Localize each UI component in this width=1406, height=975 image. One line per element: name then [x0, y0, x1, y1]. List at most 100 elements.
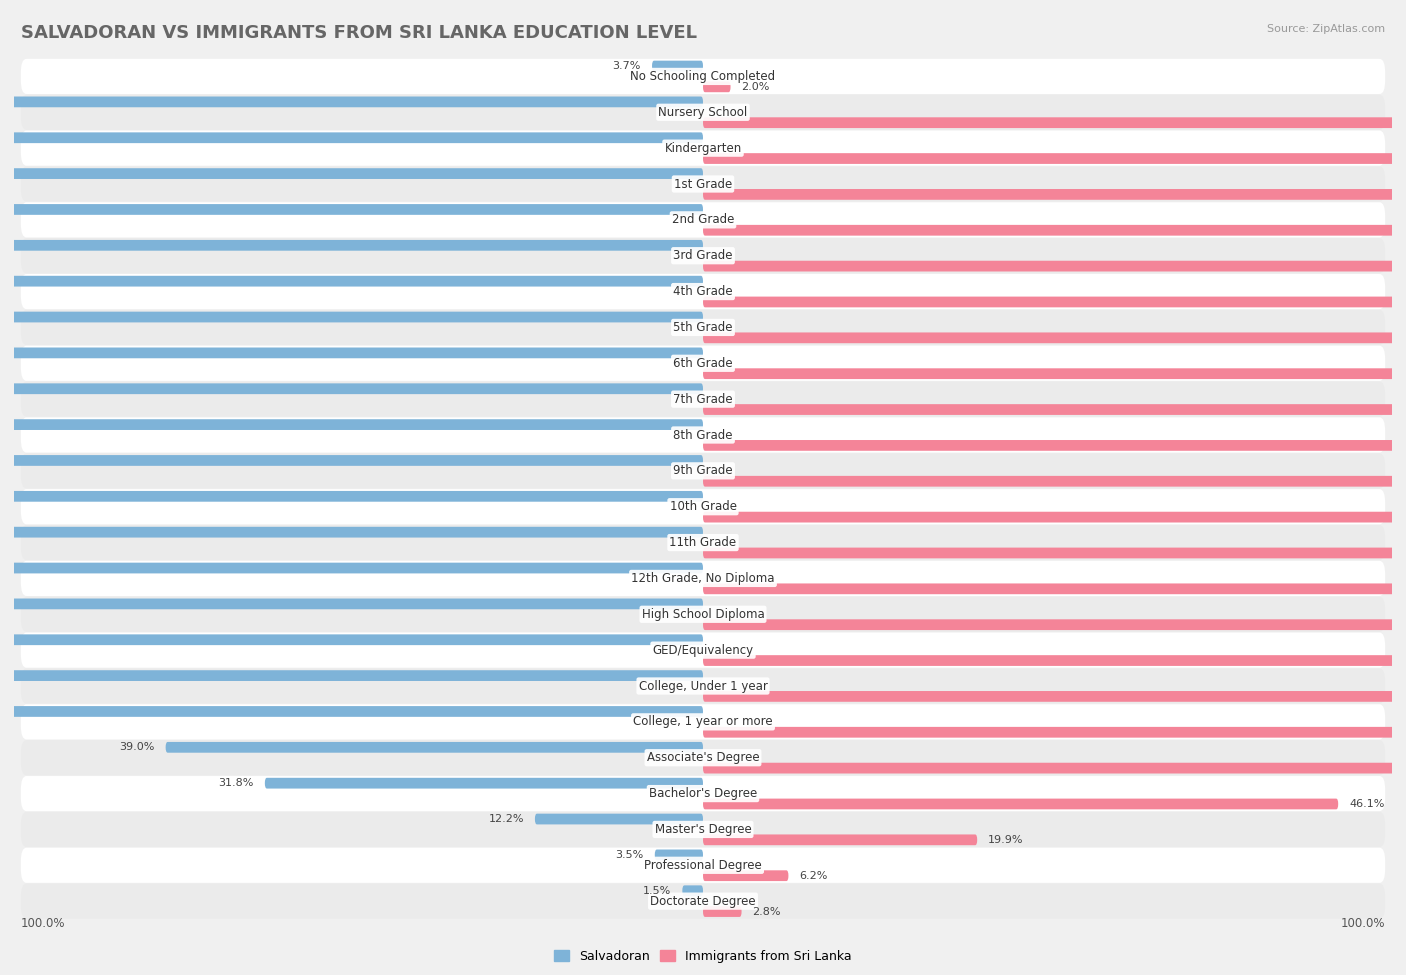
FancyBboxPatch shape [0, 563, 703, 573]
FancyBboxPatch shape [0, 347, 703, 358]
FancyBboxPatch shape [682, 885, 703, 896]
Text: 31.8%: 31.8% [218, 778, 254, 788]
FancyBboxPatch shape [21, 561, 1385, 596]
FancyBboxPatch shape [0, 312, 703, 323]
FancyBboxPatch shape [703, 260, 1406, 271]
FancyBboxPatch shape [21, 381, 1385, 416]
Text: 10th Grade: 10th Grade [669, 500, 737, 513]
FancyBboxPatch shape [21, 202, 1385, 238]
FancyBboxPatch shape [703, 835, 977, 845]
Text: 9th Grade: 9th Grade [673, 464, 733, 478]
FancyBboxPatch shape [703, 117, 1406, 128]
FancyBboxPatch shape [703, 225, 1406, 236]
Text: 46.1%: 46.1% [1350, 799, 1385, 809]
Text: 3.7%: 3.7% [613, 61, 641, 71]
FancyBboxPatch shape [0, 240, 703, 251]
Text: 100.0%: 100.0% [21, 916, 66, 930]
Text: SALVADORAN VS IMMIGRANTS FROM SRI LANKA EDUCATION LEVEL: SALVADORAN VS IMMIGRANTS FROM SRI LANKA … [21, 24, 697, 42]
Text: 2nd Grade: 2nd Grade [672, 214, 734, 226]
FancyBboxPatch shape [703, 476, 1406, 487]
FancyBboxPatch shape [21, 310, 1385, 345]
FancyBboxPatch shape [703, 762, 1406, 773]
Text: College, 1 year or more: College, 1 year or more [633, 716, 773, 728]
FancyBboxPatch shape [21, 704, 1385, 739]
Text: Master's Degree: Master's Degree [655, 823, 751, 836]
Text: 3rd Grade: 3rd Grade [673, 250, 733, 262]
FancyBboxPatch shape [0, 599, 703, 609]
Text: Nursery School: Nursery School [658, 105, 748, 119]
FancyBboxPatch shape [21, 597, 1385, 632]
FancyBboxPatch shape [0, 706, 703, 717]
Text: 8th Grade: 8th Grade [673, 428, 733, 442]
FancyBboxPatch shape [166, 742, 703, 753]
FancyBboxPatch shape [21, 238, 1385, 273]
Text: 12.2%: 12.2% [488, 814, 524, 824]
FancyBboxPatch shape [703, 440, 1406, 450]
Text: 12th Grade, No Diploma: 12th Grade, No Diploma [631, 572, 775, 585]
FancyBboxPatch shape [0, 383, 703, 394]
Text: 6.2%: 6.2% [800, 871, 828, 880]
FancyBboxPatch shape [21, 883, 1385, 918]
Text: Bachelor's Degree: Bachelor's Degree [650, 787, 756, 800]
FancyBboxPatch shape [703, 799, 1339, 809]
Text: 7th Grade: 7th Grade [673, 393, 733, 406]
FancyBboxPatch shape [0, 169, 703, 179]
FancyBboxPatch shape [0, 97, 703, 107]
Text: 19.9%: 19.9% [988, 835, 1024, 844]
FancyBboxPatch shape [703, 619, 1406, 630]
FancyBboxPatch shape [703, 583, 1406, 594]
Text: Associate's Degree: Associate's Degree [647, 751, 759, 764]
Text: Professional Degree: Professional Degree [644, 859, 762, 872]
FancyBboxPatch shape [21, 633, 1385, 668]
Text: 100.0%: 100.0% [1340, 916, 1385, 930]
Text: 5th Grade: 5th Grade [673, 321, 733, 333]
Text: 2.8%: 2.8% [752, 907, 782, 916]
FancyBboxPatch shape [703, 153, 1406, 164]
FancyBboxPatch shape [0, 204, 703, 215]
FancyBboxPatch shape [21, 453, 1385, 488]
FancyBboxPatch shape [703, 332, 1406, 343]
FancyBboxPatch shape [703, 296, 1406, 307]
FancyBboxPatch shape [21, 847, 1385, 883]
FancyBboxPatch shape [21, 489, 1385, 525]
FancyBboxPatch shape [21, 346, 1385, 381]
FancyBboxPatch shape [21, 274, 1385, 309]
FancyBboxPatch shape [21, 58, 1385, 94]
Text: Doctorate Degree: Doctorate Degree [650, 895, 756, 908]
FancyBboxPatch shape [21, 740, 1385, 775]
Text: 11th Grade: 11th Grade [669, 536, 737, 549]
FancyBboxPatch shape [21, 417, 1385, 452]
FancyBboxPatch shape [655, 849, 703, 860]
Text: 4th Grade: 4th Grade [673, 285, 733, 298]
FancyBboxPatch shape [703, 548, 1406, 559]
FancyBboxPatch shape [21, 525, 1385, 561]
FancyBboxPatch shape [703, 906, 741, 916]
Text: High School Diploma: High School Diploma [641, 607, 765, 621]
FancyBboxPatch shape [703, 871, 789, 881]
FancyBboxPatch shape [21, 95, 1385, 130]
Text: 1st Grade: 1st Grade [673, 177, 733, 190]
Text: 2.0%: 2.0% [741, 82, 770, 92]
FancyBboxPatch shape [703, 405, 1406, 415]
FancyBboxPatch shape [21, 167, 1385, 202]
FancyBboxPatch shape [264, 778, 703, 789]
Legend: Salvadoran, Immigrants from Sri Lanka: Salvadoran, Immigrants from Sri Lanka [550, 945, 856, 968]
FancyBboxPatch shape [0, 635, 703, 645]
FancyBboxPatch shape [0, 419, 703, 430]
FancyBboxPatch shape [703, 727, 1406, 738]
FancyBboxPatch shape [0, 670, 703, 681]
FancyBboxPatch shape [703, 82, 731, 93]
FancyBboxPatch shape [0, 526, 703, 537]
FancyBboxPatch shape [0, 491, 703, 502]
FancyBboxPatch shape [0, 455, 703, 466]
FancyBboxPatch shape [703, 189, 1406, 200]
FancyBboxPatch shape [21, 131, 1385, 166]
Text: Kindergarten: Kindergarten [665, 141, 741, 155]
Text: 1.5%: 1.5% [643, 885, 671, 896]
Text: GED/Equivalency: GED/Equivalency [652, 644, 754, 656]
Text: College, Under 1 year: College, Under 1 year [638, 680, 768, 692]
Text: 3.5%: 3.5% [616, 850, 644, 860]
FancyBboxPatch shape [0, 276, 703, 287]
FancyBboxPatch shape [21, 669, 1385, 704]
Text: Source: ZipAtlas.com: Source: ZipAtlas.com [1267, 24, 1385, 34]
